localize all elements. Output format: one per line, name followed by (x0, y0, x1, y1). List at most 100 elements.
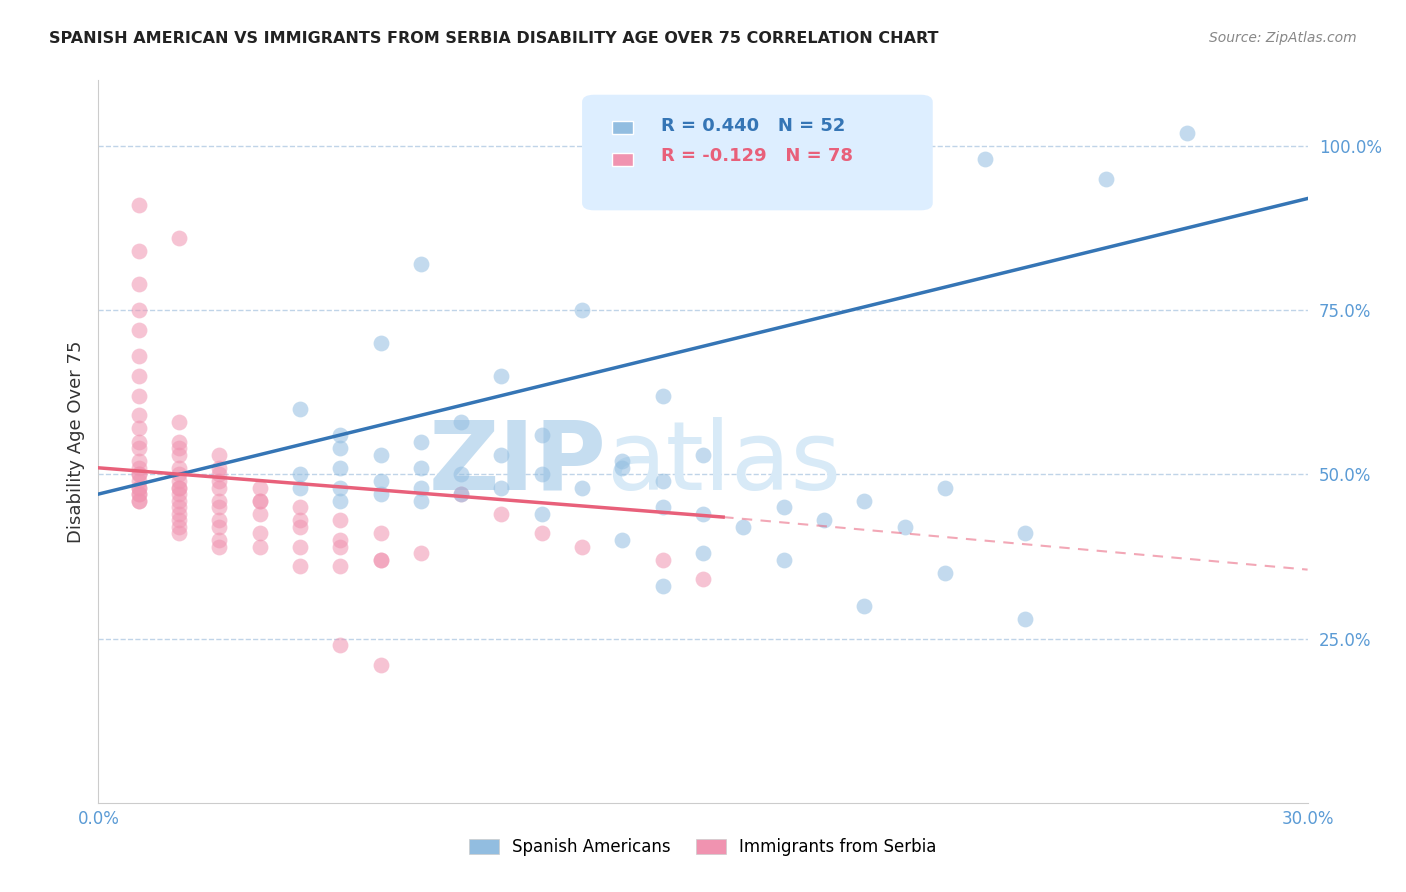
Point (128, 454, 150, 468)
Point (571, 481, 593, 495)
Point (128, 481, 150, 495)
Point (530, 467, 553, 482)
Point (128, 467, 150, 482)
Point (167, 481, 190, 495)
FancyBboxPatch shape (582, 95, 932, 211)
Point (772, 553, 794, 567)
Bar (613, 121, 633, 135)
Point (249, 481, 271, 495)
Point (409, 493, 432, 508)
Point (329, 493, 352, 508)
Point (249, 493, 271, 508)
Point (128, 368, 150, 383)
Point (128, 467, 150, 482)
Point (409, 546, 432, 560)
Point (772, 500, 794, 515)
Point (974, 152, 997, 166)
Point (329, 513, 352, 527)
Point (167, 434, 190, 449)
Point (208, 481, 231, 495)
Point (249, 507, 271, 521)
Point (329, 638, 352, 652)
Text: Source: ZipAtlas.com: Source: ZipAtlas.com (1209, 31, 1357, 45)
Point (530, 526, 553, 541)
Point (167, 507, 190, 521)
Point (128, 487, 150, 501)
Point (167, 513, 190, 527)
Point (651, 500, 673, 515)
Point (128, 388, 150, 402)
Point (491, 481, 513, 495)
Point (370, 474, 392, 488)
Point (249, 540, 271, 554)
Point (329, 559, 352, 574)
Point (853, 493, 876, 508)
Point (208, 520, 231, 534)
Point (208, 493, 231, 508)
Point (167, 441, 190, 455)
Point (167, 460, 190, 475)
Point (370, 553, 392, 567)
Point (128, 244, 150, 258)
Point (208, 533, 231, 547)
Point (167, 487, 190, 501)
Point (571, 540, 593, 554)
Point (167, 520, 190, 534)
Point (288, 540, 311, 554)
Point (934, 481, 956, 495)
Point (409, 257, 432, 271)
Point (167, 493, 190, 508)
Point (208, 513, 231, 527)
Point (370, 448, 392, 462)
Point (329, 540, 352, 554)
Point (249, 526, 271, 541)
Point (571, 303, 593, 318)
Point (813, 513, 835, 527)
Point (491, 507, 513, 521)
Point (1175, 126, 1198, 140)
Point (329, 460, 352, 475)
Point (208, 448, 231, 462)
Point (692, 573, 714, 587)
Point (208, 540, 231, 554)
Point (128, 474, 150, 488)
Point (612, 460, 634, 475)
Point (128, 303, 150, 318)
Point (128, 441, 150, 455)
Point (1095, 171, 1118, 186)
Point (329, 481, 352, 495)
Legend: Spanish Americans, Immigrants from Serbia: Spanish Americans, Immigrants from Serbi… (463, 831, 943, 863)
Point (370, 657, 392, 672)
Point (409, 481, 432, 495)
Point (288, 520, 311, 534)
Point (167, 474, 190, 488)
Point (530, 507, 553, 521)
Point (249, 493, 271, 508)
Point (208, 474, 231, 488)
Bar (613, 153, 633, 166)
Point (167, 467, 190, 482)
Point (128, 409, 150, 423)
Point (692, 507, 714, 521)
Point (288, 513, 311, 527)
Point (651, 553, 673, 567)
Text: R = 0.440   N = 52: R = 0.440 N = 52 (661, 117, 845, 135)
Point (1014, 612, 1036, 626)
Point (288, 481, 311, 495)
Point (893, 520, 915, 534)
Point (329, 441, 352, 455)
Point (208, 460, 231, 475)
Point (651, 388, 673, 402)
Point (934, 566, 956, 580)
Point (853, 599, 876, 613)
Text: SPANISH AMERICAN VS IMMIGRANTS FROM SERBIA DISABILITY AGE OVER 75 CORRELATION CH: SPANISH AMERICAN VS IMMIGRANTS FROM SERB… (49, 31, 939, 46)
Point (370, 526, 392, 541)
Text: ZIP: ZIP (429, 417, 606, 509)
Point (530, 428, 553, 442)
Point (329, 428, 352, 442)
Point (450, 487, 472, 501)
Point (409, 460, 432, 475)
Text: R = -0.129   N = 78: R = -0.129 N = 78 (661, 147, 852, 165)
Point (733, 520, 755, 534)
Point (208, 467, 231, 482)
